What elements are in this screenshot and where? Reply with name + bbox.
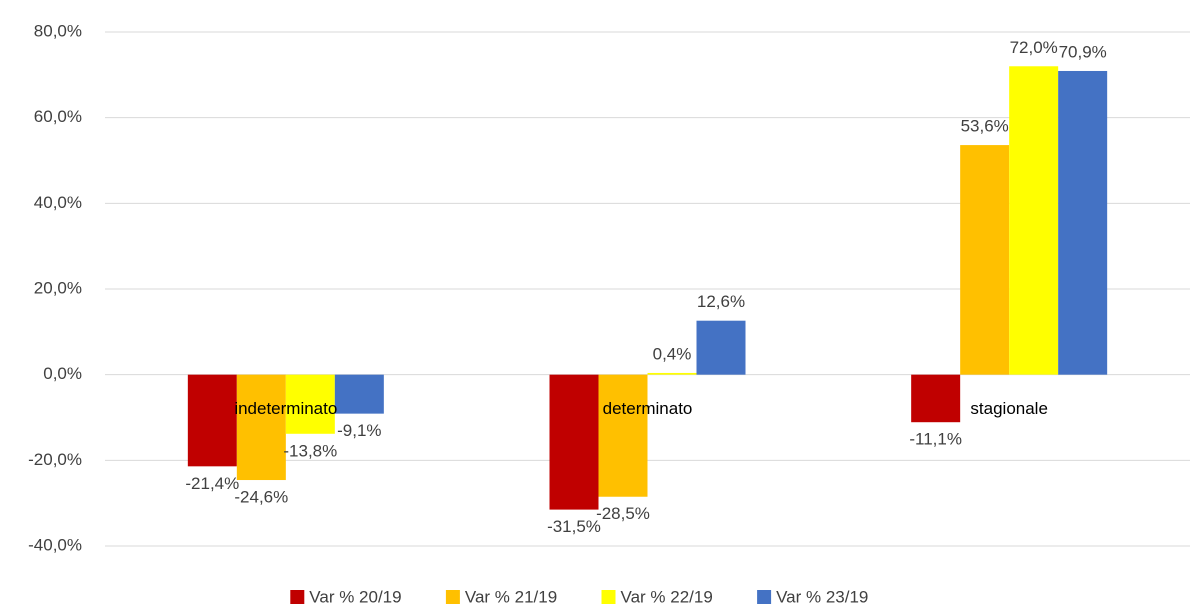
data-label: 12,6% (697, 292, 745, 311)
legend-label: Var % 23/19 (776, 587, 868, 606)
data-label: 72,0% (1010, 38, 1058, 57)
data-label: -11,1% (909, 430, 962, 449)
y-tick-label: 40,0% (34, 193, 82, 212)
data-label: -24,6% (234, 488, 288, 507)
data-label: 0,4% (653, 344, 692, 363)
bar (236, 374, 286, 481)
legend-swatch (601, 590, 616, 604)
legend-label: Var % 22/19 (621, 587, 713, 606)
data-label: -21,4% (185, 474, 239, 493)
bar (960, 145, 1010, 375)
bar (1058, 70, 1108, 375)
y-tick-label: 80,0% (34, 21, 82, 40)
data-label: -28,5% (596, 504, 650, 523)
bar (285, 374, 335, 434)
bar (549, 374, 599, 510)
data-label: 53,6% (961, 117, 1009, 136)
bar (647, 372, 697, 375)
y-tick-label: 20,0% (34, 278, 82, 297)
x-tick-label: determinato (603, 399, 693, 418)
y-tick-label: -40,0% (28, 535, 82, 554)
data-label: -13,8% (283, 441, 337, 460)
legend-label: Var % 21/19 (465, 587, 557, 606)
bar (187, 374, 237, 467)
legend-swatch (445, 590, 460, 604)
legend-swatch (757, 590, 772, 604)
y-tick-label: 0,0% (43, 364, 82, 383)
data-label: 70,9% (1059, 42, 1107, 61)
legend-label: Var % 20/19 (309, 587, 401, 606)
y-tick-label: 60,0% (34, 107, 82, 126)
data-label: -9,1% (337, 421, 381, 440)
bar (696, 320, 746, 375)
bar (1009, 66, 1059, 375)
bar (598, 374, 648, 497)
data-label: -31,5% (547, 517, 601, 536)
bar (911, 374, 961, 423)
x-tick-label: stagionale (970, 399, 1048, 418)
x-tick-label: indeterminato (234, 399, 337, 418)
y-tick-label: -20,0% (28, 450, 82, 469)
bar (334, 374, 384, 414)
legend-swatch (290, 590, 305, 604)
